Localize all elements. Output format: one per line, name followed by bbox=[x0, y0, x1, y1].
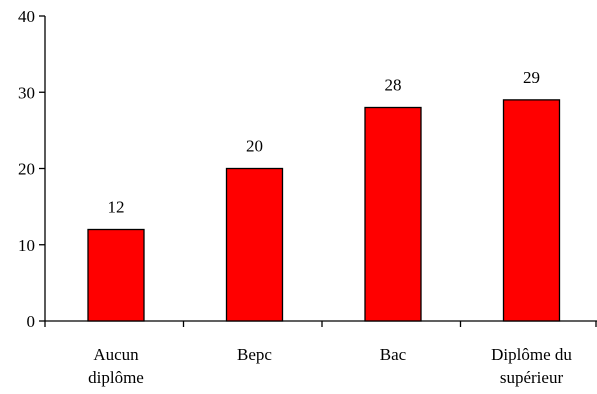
data-label: 28 bbox=[385, 76, 402, 95]
category-label: Bepc bbox=[237, 345, 272, 364]
category-label: supérieur bbox=[500, 368, 564, 387]
bar bbox=[502, 99, 561, 322]
bar bbox=[87, 228, 145, 322]
category-label: diplôme bbox=[88, 368, 144, 387]
x-axis bbox=[44, 320, 597, 327]
bar bbox=[364, 106, 422, 322]
bar bbox=[225, 167, 284, 322]
y-tick-label: 30 bbox=[18, 83, 35, 102]
y-axis: 0 10 20 30 40 bbox=[18, 7, 46, 331]
category-label: Aucun bbox=[93, 345, 139, 364]
y-tick-label: 10 bbox=[18, 236, 35, 255]
y-tick-label: 40 bbox=[18, 7, 35, 26]
category-label: Diplôme du bbox=[491, 345, 572, 364]
category-label: Bac bbox=[380, 345, 407, 364]
data-label: 29 bbox=[523, 68, 540, 87]
y-tick-label: 0 bbox=[27, 312, 36, 331]
data-labels: 12 20 28 29 bbox=[108, 68, 541, 217]
data-label: 20 bbox=[246, 137, 263, 156]
data-label: 12 bbox=[108, 198, 125, 217]
bars bbox=[87, 99, 561, 322]
y-tick-label: 20 bbox=[18, 160, 35, 179]
category-labels: Aucun diplôme Bepc Bac Diplôme du supérieur bbox=[88, 345, 572, 387]
